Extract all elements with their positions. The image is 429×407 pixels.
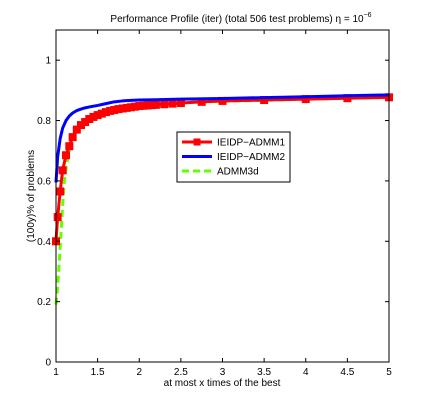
legend: IEIDP−ADMM1 IEIDP−ADMM2 ADMM3d <box>176 131 291 183</box>
x-tick-label: 1.5 <box>91 367 105 378</box>
legend-entries: IEIDP−ADMM1 IEIDP−ADMM2 ADMM3d <box>182 138 286 178</box>
x-axis-label: at most x times of the best <box>164 378 281 389</box>
x-tick-label: 5 <box>386 367 392 378</box>
series-line-1 <box>54 93 390 183</box>
x-tick-label: 4 <box>303 367 309 378</box>
y-tick-label: 1 <box>45 56 51 67</box>
series-marker <box>61 151 70 160</box>
series-marker <box>160 100 169 109</box>
series-marker <box>168 99 177 108</box>
y-tick-label: 0 <box>45 358 51 369</box>
series-layer <box>52 93 393 305</box>
x-tick-label: 3 <box>220 367 226 378</box>
series-marker <box>53 213 62 222</box>
chart-title-superscript: −6 <box>364 12 372 19</box>
legend-marker-0 <box>193 138 201 146</box>
ticks-layer: 1 1.5 2 2.5 3 3.5 4 4.5 5 0 0.2 0.4 0.6 0.8 1 <box>37 30 392 378</box>
series-marker <box>65 142 74 151</box>
x-tick-label: 4.5 <box>340 367 354 378</box>
x-tick-label: 3.5 <box>257 367 271 378</box>
legend-label-1: IEIDP−ADMM2 <box>217 152 286 163</box>
y-tick-label: 0.8 <box>37 116 51 127</box>
x-tick-label: 2.5 <box>174 367 188 378</box>
plot-background <box>56 30 389 362</box>
x-tick-label: 2 <box>136 367 142 378</box>
plot-area: 1 1.5 2 2.5 3 3.5 4 4.5 5 0 0.2 0.4 0.6 0.8 1 <box>37 29 393 378</box>
y-tick-label: 0.6 <box>37 176 51 187</box>
legend-label-0: IEIDP−ADMM1 <box>217 138 286 149</box>
legend-label-2: ADMM3d <box>217 167 259 178</box>
y-axis-label: (100y)% of problems <box>26 150 37 242</box>
series-marker <box>58 166 67 175</box>
y-tick-label: 0.2 <box>37 297 51 308</box>
series-marker <box>72 125 81 134</box>
chart-title-main: Performance Profile (iter) (total 506 te… <box>110 14 364 25</box>
y-tick-label: 0.4 <box>37 237 51 248</box>
series-marker <box>68 133 77 142</box>
series-marker <box>56 187 65 196</box>
series-marker <box>151 100 160 109</box>
x-tick-label: 1 <box>53 367 59 378</box>
chart-title: Performance Profile (iter) (total 506 te… <box>110 12 371 25</box>
